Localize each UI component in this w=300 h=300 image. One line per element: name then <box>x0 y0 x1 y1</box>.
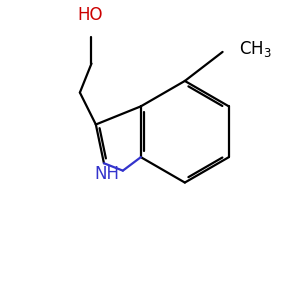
Text: NH: NH <box>94 165 119 183</box>
Text: HO: HO <box>77 6 103 24</box>
Text: CH$_3$: CH$_3$ <box>238 39 271 59</box>
